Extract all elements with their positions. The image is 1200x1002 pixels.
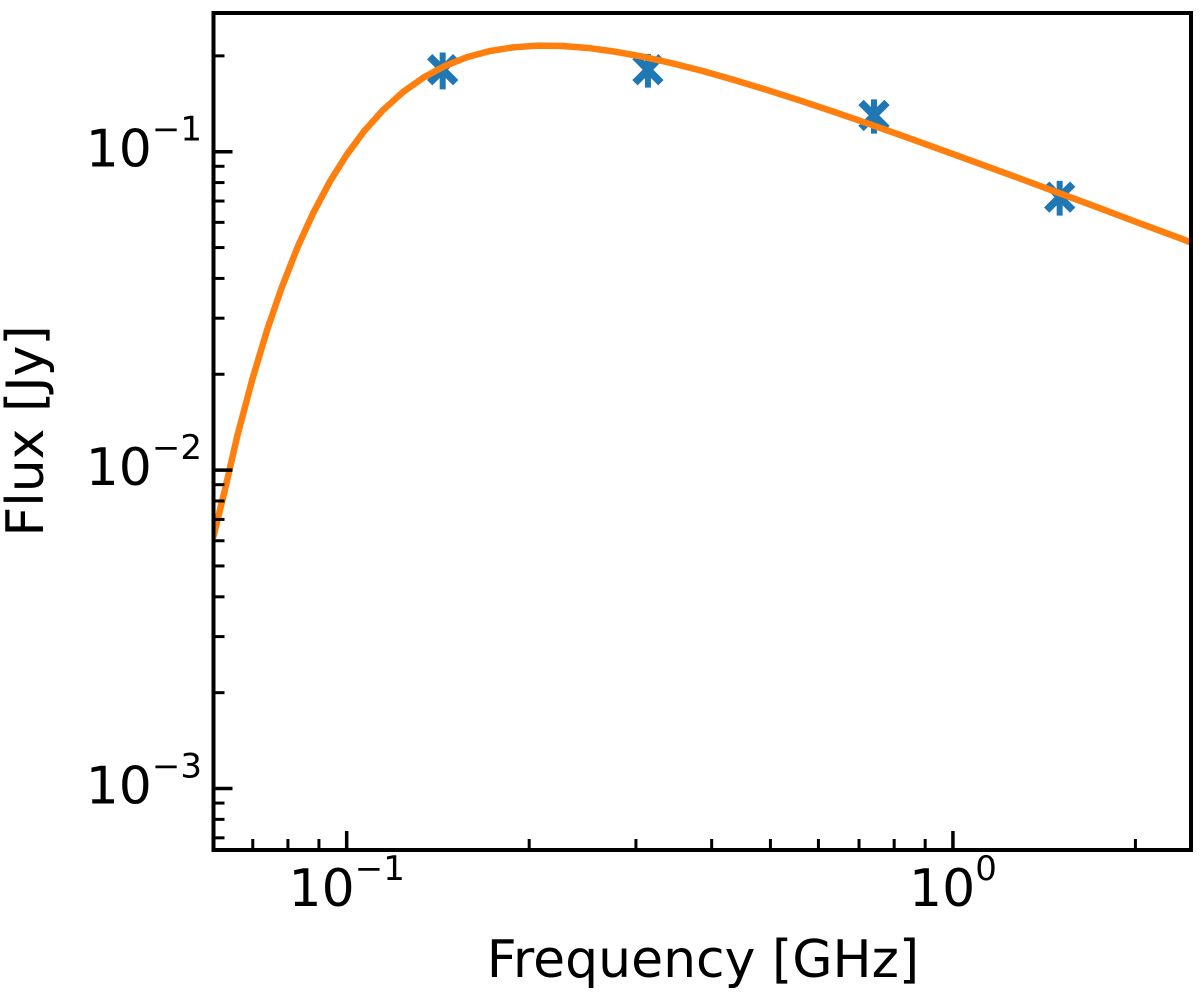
data-marker-layer: [427, 54, 1076, 213]
y-tick-label: 10−1: [86, 110, 202, 180]
y-tick-label: 10−2: [86, 428, 202, 498]
axis-tick-layer: [213, 54, 1137, 850]
y-tick-label: 10−3: [86, 747, 202, 817]
x-tick-label: 10−1: [289, 849, 405, 919]
x-tick-label: 100: [909, 849, 997, 919]
model-curve-layer: [213, 42, 1191, 540]
tick-label-layer: 10−1 100 10−3 10−2 10−1: [86, 110, 997, 919]
y-axis-label: Flux [Jy]: [0, 325, 56, 536]
plot-frame: [211, 11, 1193, 852]
x-axis-label: Frequency [GHz]: [487, 930, 919, 990]
errorbar-layer: [439, 52, 1063, 216]
model-curve: [213, 42, 1191, 540]
